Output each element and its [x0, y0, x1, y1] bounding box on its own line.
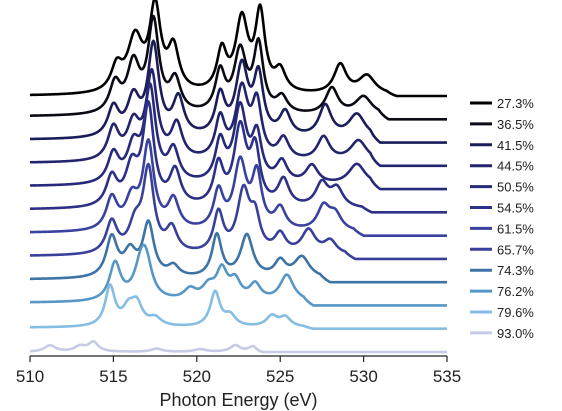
x-tick-label: 525 — [266, 367, 294, 386]
x-tick-label: 515 — [99, 367, 127, 386]
x-tick-label: 535 — [433, 367, 461, 386]
legend: 27.3% 36.5% 41.5% 44.5% 50.5% 54.5% 61.5% 65.7%… — [470, 96, 534, 341]
legend-label: 41.5% — [497, 138, 534, 153]
x-ticks: 510 515 520 525 530 535 — [16, 356, 461, 386]
legend-label: 44.5% — [497, 159, 534, 174]
legend-label: 36.5% — [497, 117, 534, 132]
series-line-36-5pct — [29, 14, 448, 121]
series-line-27-3pct — [29, 0, 448, 98]
series-line-44-5pct — [29, 67, 448, 168]
x-tick-label: 530 — [349, 367, 377, 386]
legend-label: 74.3% — [497, 263, 534, 278]
x-tick-label: 520 — [183, 367, 211, 386]
series-line-50-5pct — [29, 82, 448, 191]
legend-label: 50.5% — [497, 180, 534, 195]
series-line-61-5pct — [29, 138, 448, 237]
legend-label: 79.6% — [497, 305, 534, 320]
series-line-74-3pct — [29, 219, 448, 284]
series-layer — [29, 0, 448, 354]
x-tick-label: 510 — [16, 367, 44, 386]
legend-label: 76.2% — [497, 284, 534, 299]
series-line-93-0pct — [29, 339, 448, 354]
series-line-54-5pct — [29, 100, 448, 214]
legend-label: 65.7% — [497, 242, 534, 257]
legend-label: 93.0% — [497, 326, 534, 341]
legend-label: 61.5% — [497, 221, 534, 236]
series-line-76-2pct — [29, 243, 448, 307]
legend-label: 27.3% — [497, 96, 534, 111]
series-line-79-6pct — [29, 283, 448, 331]
legend-label: 54.5% — [497, 201, 534, 216]
x-axis-title: Photon Energy (eV) — [159, 390, 317, 410]
series-line-41-5pct — [29, 39, 448, 144]
series-line-65-7pct — [29, 162, 448, 261]
